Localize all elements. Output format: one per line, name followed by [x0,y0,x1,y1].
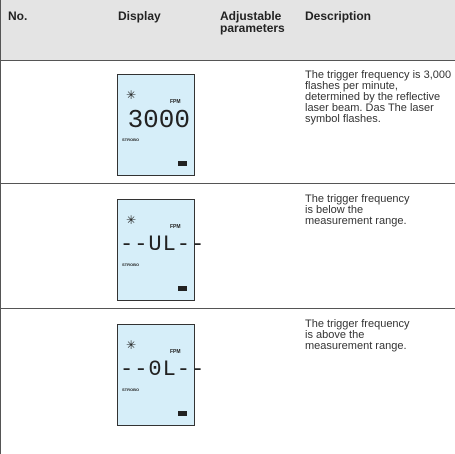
battery-icon [178,411,187,416]
row-divider [0,308,455,309]
description: The trigger frequency is 3,000 flashes p… [305,69,452,125]
battery-icon [178,286,187,291]
lcd-display: ✳ FPM 3000 STROBO [117,74,195,176]
description: The trigger frequency is below the measu… [305,193,410,227]
header-cell: Display [118,9,161,23]
header-row [0,0,455,60]
header-cell: Description [305,9,372,23]
lcd-display: ✳ FPM --0L-- STROBO [117,324,206,426]
lcd-unit: FPM [170,99,181,105]
lcd-reading: 3000 [127,105,190,135]
lcd-mode: STROBO [122,387,140,392]
laser-icon: ✳ [126,88,137,102]
lcd-display: ✳ FPM --UL-- STROBO [117,199,206,301]
lcd-mode: STROBO [122,262,140,267]
laser-icon: ✳ [126,338,137,352]
laser-icon: ✳ [126,213,137,227]
description: The trigger frequency is above the measu… [305,318,410,352]
lcd-unit: FPM [170,349,181,355]
row-divider [0,183,455,184]
lcd-reading: --UL-- [120,232,206,257]
header-cell: No. [8,9,28,23]
lcd-mode: STROBO [122,137,140,142]
row-divider [0,60,455,61]
lcd-reading: --0L-- [120,357,206,382]
battery-icon [178,161,187,166]
header-cell: Adjustable parameters [220,9,285,35]
lcd-unit: FPM [170,224,181,230]
table-border [0,0,1,454]
